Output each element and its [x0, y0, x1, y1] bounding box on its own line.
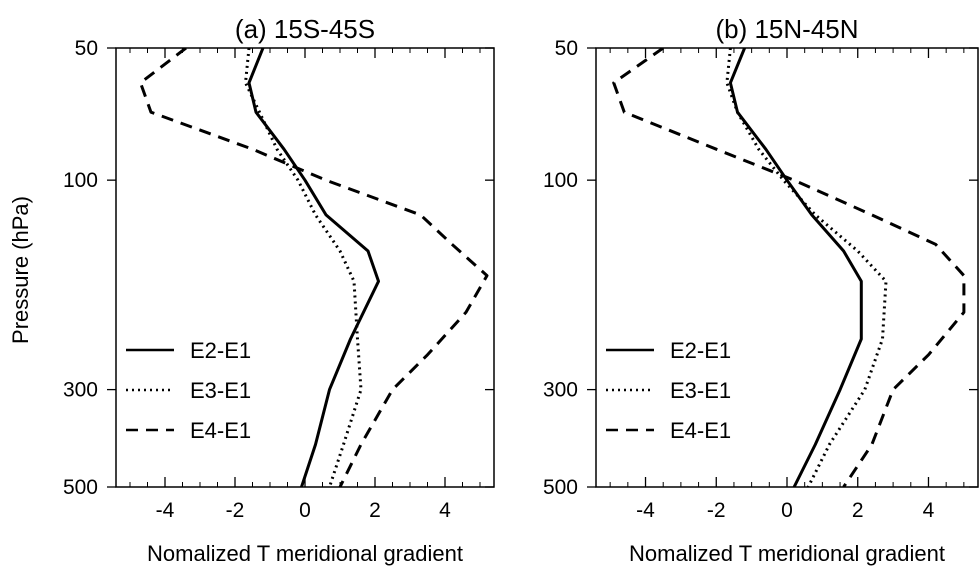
x-tick-label: -2: [226, 499, 245, 522]
panel-b: (b) 15N-45N -4 -2 0 2 4 50 100 300 500 Nomalized T…: [543, 14, 979, 566]
series-line-E2-E1: [247, 48, 380, 487]
x-tick-label: -4: [156, 499, 175, 522]
x-axis-label: Nomalized T meridional gradient: [629, 541, 945, 566]
x-tick-label: -2: [707, 499, 726, 522]
legend-label: E4-E1: [190, 418, 251, 443]
legend-label: E2-E1: [190, 338, 251, 363]
series-group: [139, 48, 489, 487]
series-group: [612, 48, 966, 487]
y-tick-label: 50: [75, 37, 98, 60]
series-line-E4-E1: [139, 48, 489, 487]
panel-a: (a) 15S-45S -4 -2 0 2 4 50 100 300 500 Nomalized T…: [63, 14, 495, 566]
series-line-E4-E1: [612, 48, 966, 487]
x-tick-label: 0: [781, 499, 793, 522]
x-tick-label: -4: [636, 499, 655, 522]
legend-label: E3-E1: [670, 378, 731, 403]
plot-frame: [595, 47, 979, 488]
y-tick-label: 100: [63, 169, 98, 192]
y-axis-label: Pressure (hPa): [8, 196, 33, 344]
y-tick-label: 300: [63, 379, 98, 402]
legend-label: E3-E1: [190, 378, 251, 403]
y-tick-label: 300: [543, 379, 578, 402]
x-tick-label: 2: [852, 499, 864, 522]
plot-frame: [115, 47, 495, 488]
x-tick-label: 0: [299, 499, 311, 522]
y-tick-label: 500: [63, 476, 98, 499]
x-tick-label: 4: [923, 499, 935, 522]
series-line-E2-E1: [728, 48, 863, 487]
x-tick-label: 4: [439, 499, 451, 522]
x-axis-label: Nomalized T meridional gradient: [147, 541, 463, 566]
x-tick-label: 2: [369, 499, 381, 522]
series-line-E3-E1: [725, 48, 888, 487]
legend-label: E2-E1: [670, 338, 731, 363]
panel-title: (b) 15N-45N: [715, 14, 858, 44]
series-line-E3-E1: [244, 48, 363, 487]
panel-title: (a) 15S-45S: [235, 14, 375, 44]
y-tick-label: 100: [543, 169, 578, 192]
y-tick-label: 500: [543, 476, 578, 499]
y-tick-label: 50: [555, 37, 578, 60]
legend-label: E4-E1: [670, 418, 731, 443]
